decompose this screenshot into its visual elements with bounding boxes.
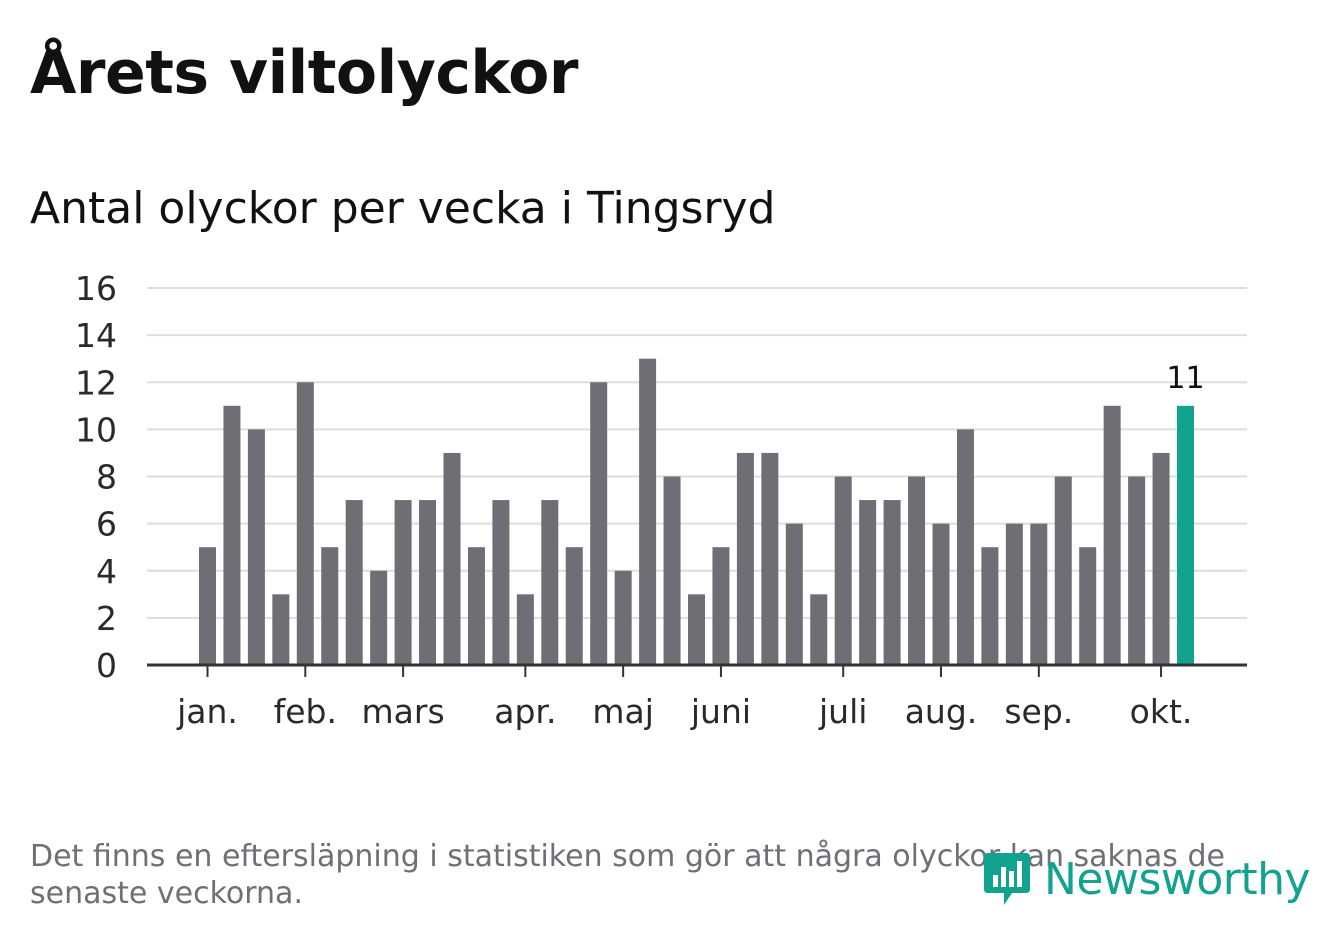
bar-week-15 (541, 500, 559, 665)
logo-text: Newsworthy (1044, 853, 1311, 905)
x-tick-label-aug.: aug. (905, 692, 978, 731)
bar-week-23 (736, 452, 754, 665)
y-tick-label-14: 14 (75, 316, 117, 355)
newsworthy-logo-icon (984, 853, 1030, 905)
bar-week-12 (467, 547, 485, 665)
bar-week-21 (688, 594, 705, 665)
highlight-value-label: 11 (1166, 361, 1204, 396)
bar-week-29 (883, 500, 901, 665)
bar-week-8 (370, 570, 388, 665)
y-tick-label-2: 2 (96, 599, 117, 638)
bar-week-37 (1079, 547, 1097, 665)
bar-week-38 (1103, 405, 1121, 665)
bar-week-18 (614, 570, 632, 665)
x-tick-label-maj: maj (592, 692, 654, 731)
bar-week-27 (834, 476, 852, 665)
bar-week-22 (712, 547, 730, 665)
bar-week-9 (394, 500, 412, 665)
y-tick-label-12: 12 (75, 363, 117, 402)
bar-week-33 (981, 547, 999, 665)
bar-week-17 (590, 382, 608, 665)
bar-week-20 (663, 476, 681, 665)
y-tick-label-6: 6 (96, 505, 117, 544)
bar-week-10 (419, 500, 437, 665)
x-axis: jan. feb. mars apr. maj juni juli aug. sep. okt. (147, 663, 1247, 731)
bar-week-28 (859, 500, 877, 665)
bar-week-35 (1030, 523, 1048, 665)
bar-week-31 (932, 523, 950, 665)
x-tick-label-sep.: sep. (1004, 692, 1073, 731)
bar-week-26 (810, 594, 828, 665)
x-tick-label-juli: juli (818, 692, 867, 731)
bar-week-41 (1177, 405, 1194, 665)
bar-week-2 (223, 405, 241, 665)
chart-title: Årets viltolyckor (30, 38, 579, 108)
x-tick-label-jan.: jan. (176, 692, 238, 731)
x-tick-label-apr.: apr. (494, 692, 556, 731)
y-tick-label-4: 4 (96, 552, 117, 591)
y-tick-label-16: 16 (75, 269, 117, 308)
bar-week-3 (247, 429, 265, 665)
x-tick-label-mars: mars (362, 692, 445, 731)
bar-week-32 (956, 429, 974, 665)
newsworthy-logo: Newsworthy (982, 849, 1311, 909)
y-tick-label-10: 10 (75, 410, 117, 449)
bar-week-13 (492, 500, 510, 665)
bar-week-4 (272, 594, 290, 665)
bar-week-11 (443, 452, 461, 665)
bar-week-6 (321, 547, 339, 665)
bar-chart: 0 2 4 6 8 10 12 14 16 jan. feb. mars apr. maj juni jul… (75, 269, 1247, 731)
annotations: 11 (1166, 361, 1204, 396)
bar-week-14 (516, 594, 534, 665)
bar-week-30 (908, 476, 926, 665)
x-tick-label-okt.: okt. (1130, 692, 1193, 731)
x-tick-label-feb.: feb. (274, 692, 337, 731)
chart-subtitle: Antal olyckor per vecka i Tingsryd (30, 183, 776, 234)
bar-week-24 (761, 452, 779, 665)
y-axis-labels: 0 2 4 6 8 10 12 14 16 (75, 269, 117, 685)
bar-week-25 (785, 523, 803, 665)
y-tick-label-8: 8 (96, 458, 117, 497)
y-tick-label-0: 0 (96, 646, 117, 685)
bar-week-1 (199, 547, 216, 665)
x-tick-label-juni: juni (690, 692, 751, 731)
bar-week-16 (565, 547, 583, 665)
bar-week-40 (1152, 452, 1170, 665)
bar-week-19 (639, 358, 657, 665)
bar-week-34 (1005, 523, 1023, 665)
bar-week-5 (296, 382, 314, 665)
bar-week-7 (345, 500, 363, 665)
bar-week-39 (1128, 476, 1146, 665)
bars (199, 358, 1194, 665)
bar-week-36 (1054, 476, 1072, 665)
